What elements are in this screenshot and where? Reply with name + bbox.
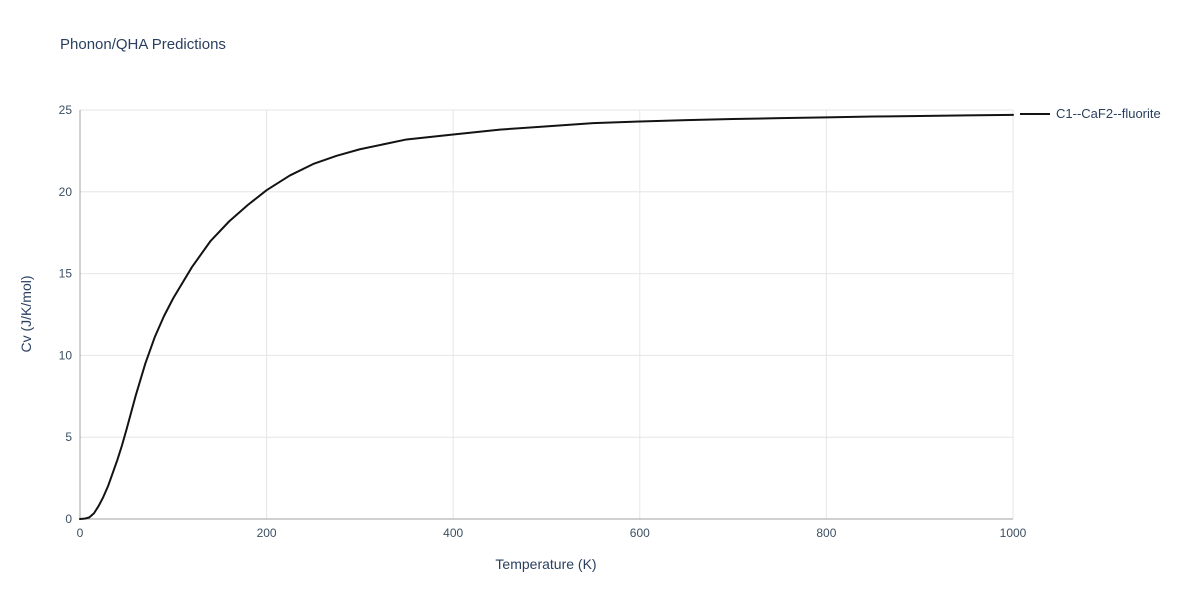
x-tick-label: 0: [77, 526, 84, 540]
x-tick-label: 600: [630, 526, 650, 540]
y-axis-title: Cv (J/K/mol): [18, 275, 34, 353]
y-tick-label: 0: [65, 512, 72, 526]
x-tick-label: 800: [816, 526, 836, 540]
series-line: [79, 113, 1014, 520]
y-tick-label: 5: [65, 430, 72, 444]
legend-line-swatch: [1020, 112, 1050, 115]
y-tick-label: 10: [59, 348, 73, 362]
y-tick-label: 15: [59, 267, 73, 281]
x-axis-title: Temperature (K): [495, 556, 597, 572]
x-tick-label: 400: [443, 526, 463, 540]
legend: C1--CaF2--fluorite: [1020, 106, 1161, 121]
x-tick-label: 1000: [1000, 526, 1027, 540]
x-tick-label: 200: [257, 526, 277, 540]
y-tick-label: 25: [59, 103, 73, 117]
chart-title: Phonon/QHA Predictions: [60, 36, 226, 53]
y-tick-label: 20: [59, 185, 73, 199]
legend-label: C1--CaF2--fluorite: [1056, 106, 1161, 121]
